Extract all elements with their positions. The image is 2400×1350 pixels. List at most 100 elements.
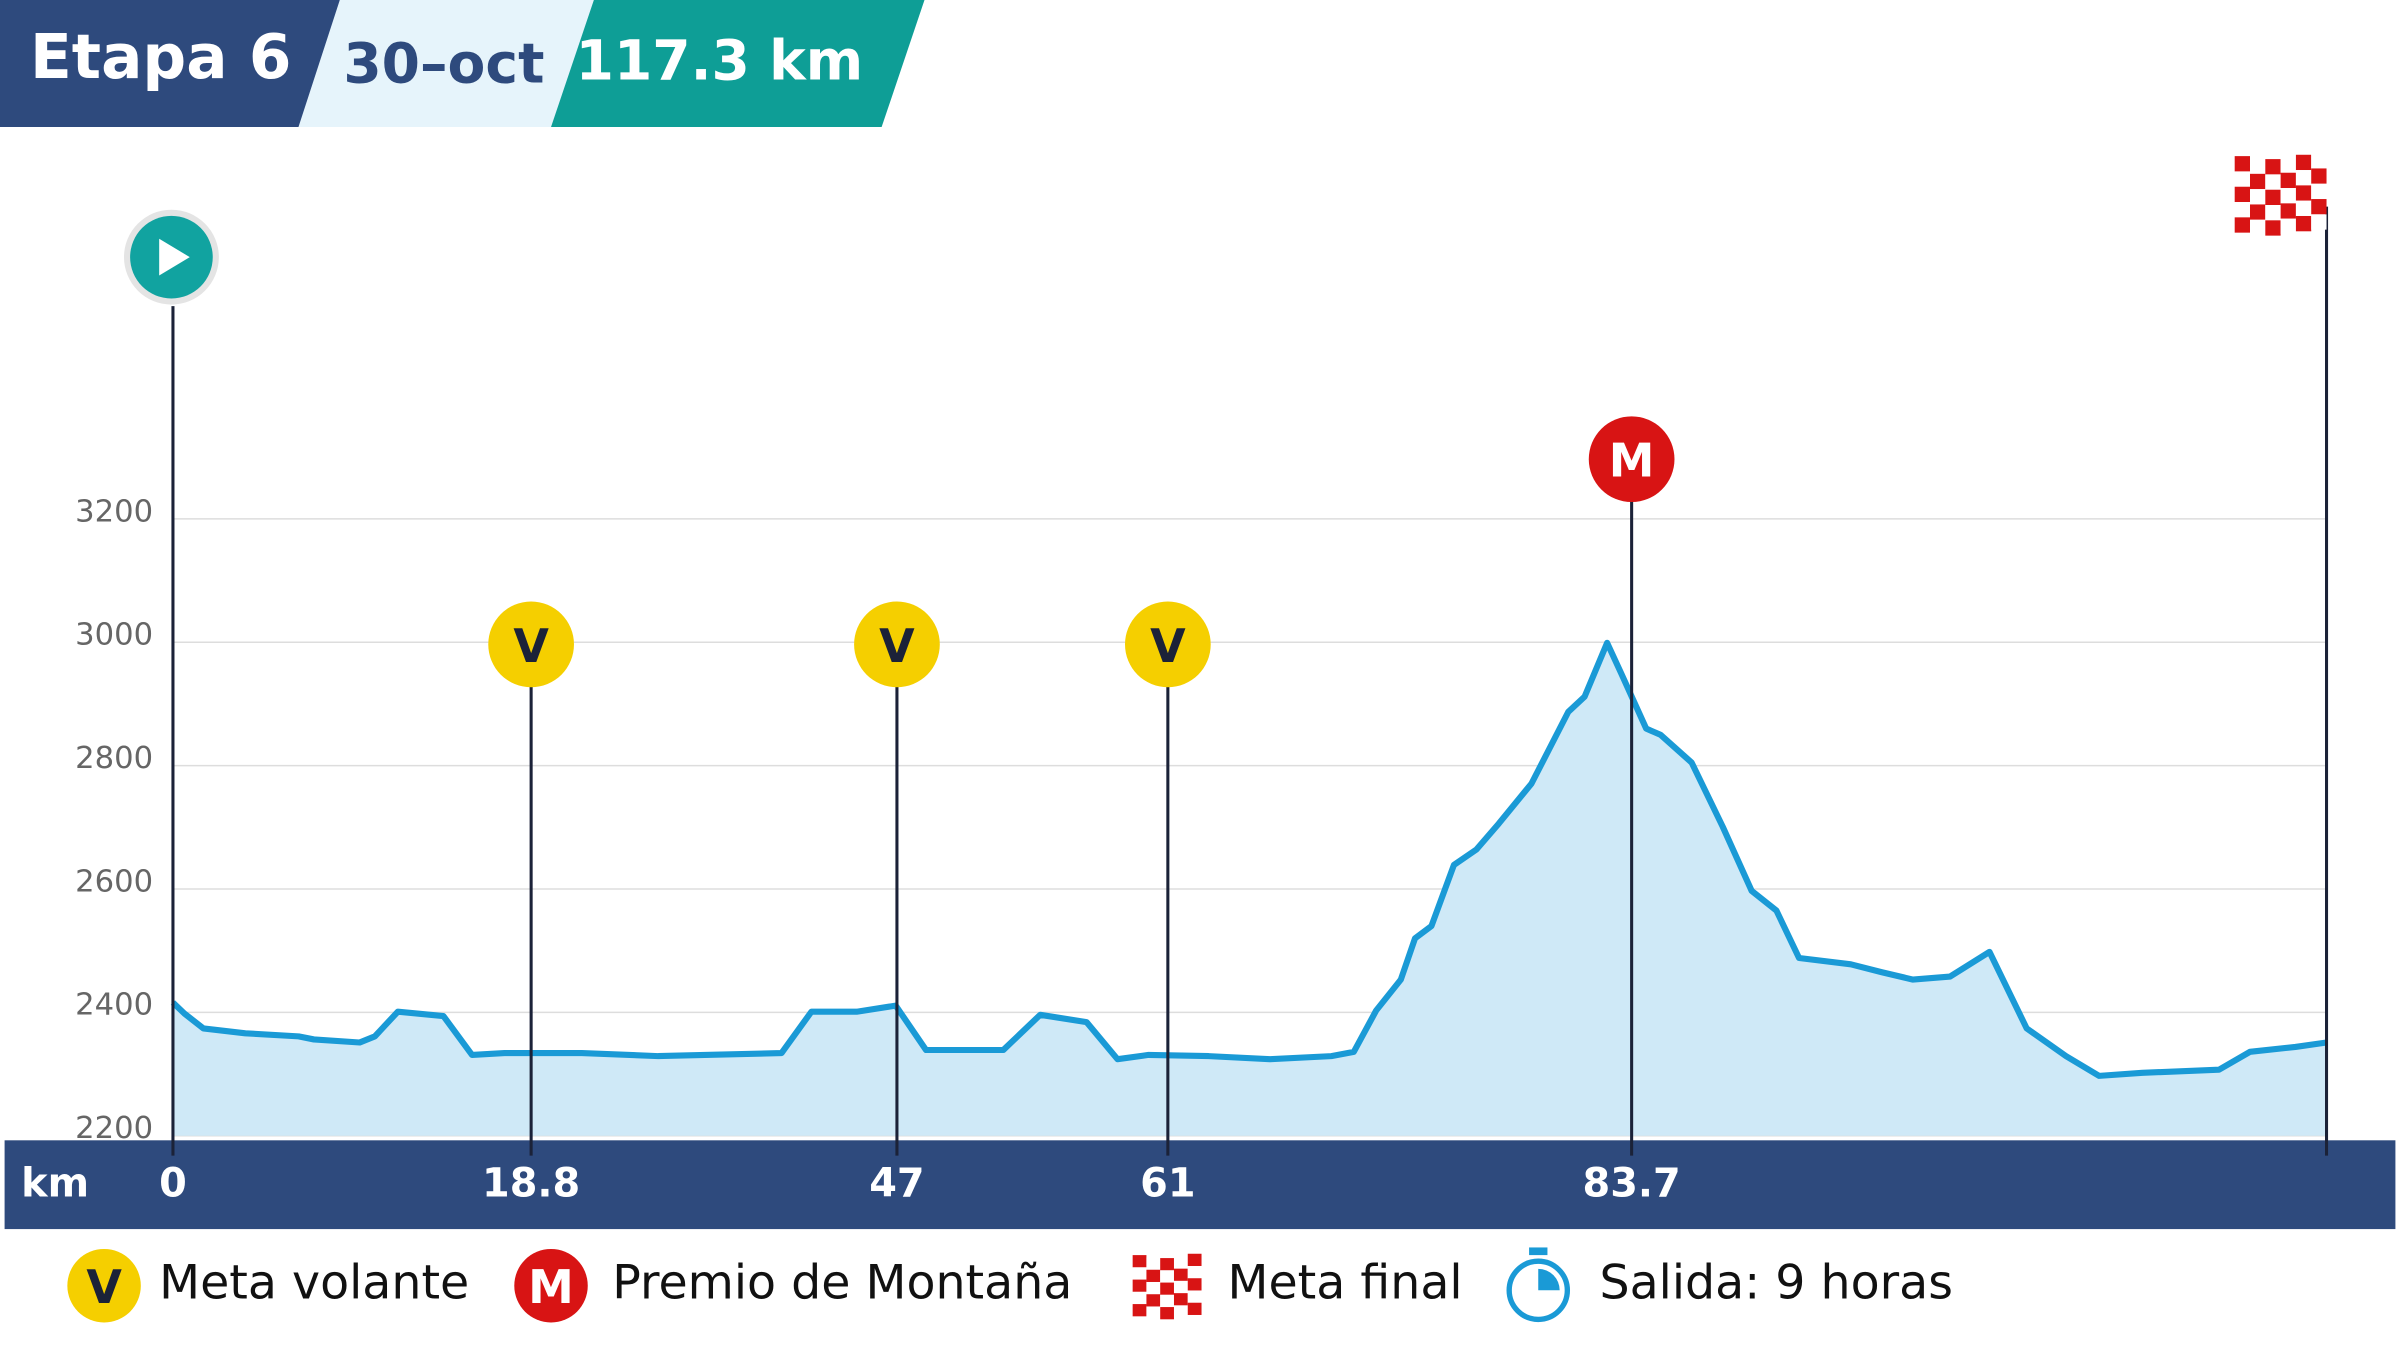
flag-square [1132, 1291, 1147, 1305]
marker-symbol: V [879, 619, 915, 673]
flag-square [2234, 171, 2250, 187]
flag-square [2280, 203, 2296, 219]
x-tick-label: 18.8 [482, 1161, 580, 1207]
flag-square [1187, 1253, 1202, 1266]
flag-square [2280, 218, 2296, 234]
legend-symbol: M [528, 1260, 574, 1314]
legend-stopwatch-top [1529, 1247, 1548, 1256]
y-tick-label: 2600 [75, 864, 153, 899]
x-tick-label: 47 [869, 1161, 924, 1207]
flag-square [1146, 1281, 1161, 1295]
flag-square [1132, 1255, 1147, 1268]
y-tick-label: 3200 [75, 494, 153, 529]
flag-square [1160, 1294, 1174, 1308]
legend-label: Premio de Montaña [612, 1256, 1072, 1311]
legend-label: Meta volante [159, 1256, 469, 1311]
x-tick-label: 61 [1140, 1161, 1195, 1207]
flag-square [2265, 220, 2281, 236]
chart-title: Etapa 6 [30, 22, 291, 93]
flag-square [2311, 214, 2327, 230]
flag-square [1187, 1265, 1202, 1279]
flag-square [1146, 1257, 1161, 1270]
legend-stopwatch-hand [1538, 1268, 1560, 1291]
marker-badge [854, 601, 940, 688]
flag-square [1146, 1269, 1161, 1282]
flag-square [1132, 1279, 1147, 1292]
flag-square [1187, 1302, 1202, 1315]
x-tick-label: 83.7 [1583, 1161, 1681, 1207]
flag-square [1132, 1304, 1147, 1317]
flag-square [2311, 183, 2327, 200]
flag-square [2265, 159, 2281, 175]
marker-badge [1588, 416, 1675, 503]
flag-square [2234, 217, 2250, 233]
flag-square [2280, 172, 2296, 189]
flag-square [1173, 1305, 1188, 1318]
x-tick-label: 0 [159, 1161, 187, 1207]
flag-square [1146, 1306, 1161, 1319]
legend-badge [67, 1248, 141, 1323]
stage-badge [0, 0, 340, 128]
x-axis-band [4, 1140, 2396, 1230]
y-tick-label: 2200 [75, 1111, 153, 1146]
flag-square [2280, 157, 2296, 173]
legend-label: Meta final [1228, 1256, 1463, 1311]
flag-square [1173, 1256, 1188, 1269]
marker-badge [488, 601, 574, 688]
marker-symbol: M [1609, 434, 1655, 488]
flag-square [2280, 188, 2296, 204]
elevation-line [170, 639, 2327, 1079]
legend-flag [1132, 1253, 1202, 1320]
flag-square [2234, 202, 2250, 218]
flag-square [2250, 219, 2266, 236]
flag-square [2250, 173, 2266, 190]
flag-square [2250, 204, 2266, 220]
flag-square [2311, 199, 2327, 215]
flag-square [1187, 1278, 1202, 1291]
flag-square [2295, 170, 2312, 186]
distance-label: 117.3 km [576, 28, 864, 92]
marker-symbol: V [513, 619, 549, 673]
chart-subtitle: 30–oct [343, 31, 544, 95]
flag-square [1173, 1293, 1188, 1306]
legend: V Meta volante M Premio de Montaña Meta fina… [67, 1247, 1953, 1323]
distance-badge [551, 0, 925, 128]
flag-square [2265, 174, 2281, 190]
start-icon [123, 209, 219, 305]
flag-square [1132, 1267, 1147, 1280]
flag-square [2250, 158, 2266, 174]
marker-symbol: V [1150, 619, 1186, 673]
flag-square [2234, 156, 2250, 172]
flag-square [2295, 185, 2312, 201]
flag-square [2311, 153, 2327, 169]
legend-stopwatch [1506, 1258, 1571, 1323]
y-tick-label: 3000 [75, 618, 153, 653]
flag-square [2265, 189, 2281, 206]
flag-square [2250, 189, 2266, 205]
flag-square [1146, 1294, 1161, 1307]
flag-square [1160, 1307, 1174, 1320]
legend-symbol: V [86, 1260, 122, 1314]
date-badge [298, 0, 594, 128]
flag-square [1160, 1282, 1174, 1295]
flag-square [2265, 205, 2281, 221]
flag-square [2311, 168, 2327, 184]
flag-square [1160, 1270, 1174, 1283]
y-tick-label: 2400 [75, 988, 153, 1023]
x-axis-label: km [21, 1161, 89, 1207]
finish-flag [2234, 153, 2327, 236]
flag-square [1173, 1280, 1188, 1294]
legend-label: Salida: 9 horas [1599, 1256, 1952, 1311]
flag-square [2295, 154, 2312, 171]
area-fill [172, 642, 2327, 1136]
y-tick-label: 2800 [75, 741, 153, 776]
legend-badge [514, 1248, 588, 1323]
flag-square [2234, 186, 2250, 203]
plot: 2200 2400 2600 2800 3000 3200 0 18.8 47 61 83.7 V V V… [75, 206, 2329, 1207]
flag-square [2295, 200, 2312, 216]
flag-square [1187, 1290, 1202, 1303]
flag-square [1160, 1258, 1174, 1271]
marker-badge [1125, 601, 1211, 688]
flag-square [2295, 215, 2312, 232]
